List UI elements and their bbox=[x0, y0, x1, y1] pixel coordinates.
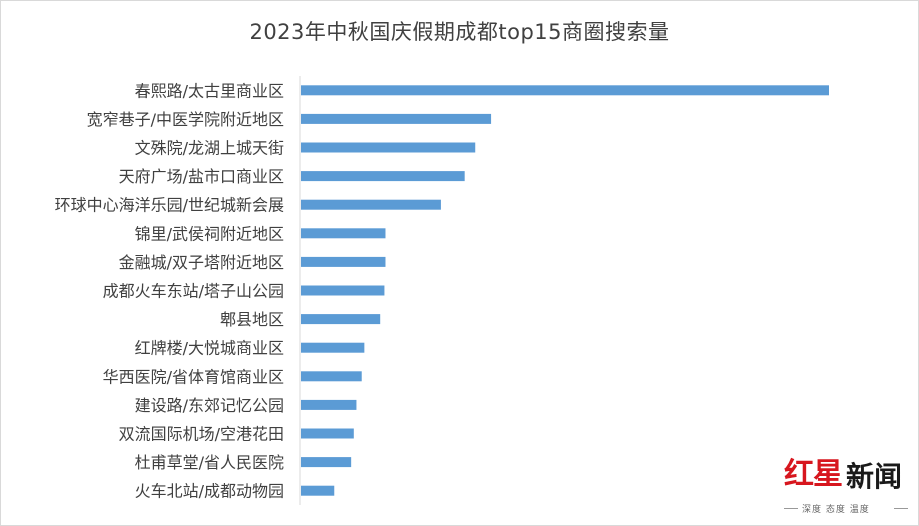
bar bbox=[301, 199, 441, 210]
chart-title: 2023年中秋国庆假期成都top15商圈搜索量 bbox=[249, 20, 670, 44]
category-label: 环球中心海洋乐园/世纪城新会展 bbox=[55, 196, 284, 215]
category-label: 火车北站/成都动物园 bbox=[135, 482, 284, 501]
category-label: 杜甫草堂/省人民医院 bbox=[135, 453, 284, 472]
watermark-brand-black: 新闻 bbox=[846, 460, 903, 493]
category-label: 文殊院/龙湖上城天街 bbox=[135, 139, 284, 158]
category-label: 宽窄巷子/中医学院附近地区 bbox=[87, 110, 284, 129]
bar bbox=[301, 256, 386, 267]
bar bbox=[301, 142, 476, 153]
bar bbox=[301, 399, 357, 410]
bar bbox=[301, 428, 354, 439]
bar bbox=[301, 285, 385, 296]
bar bbox=[301, 342, 365, 353]
watermark-rule-left bbox=[784, 508, 798, 509]
bars bbox=[301, 85, 829, 496]
category-label: 双流国际机场/空港花田 bbox=[119, 425, 284, 444]
category-label: 成都火车东站/塔子山公园 bbox=[103, 282, 284, 301]
bar bbox=[301, 171, 465, 182]
category-label: 建设路/东郊记忆公园 bbox=[135, 396, 284, 415]
category-label: 金融城/双子塔附近地区 bbox=[119, 253, 284, 272]
watermark-rule-right bbox=[894, 508, 908, 509]
category-label: 郫县地区 bbox=[220, 310, 284, 329]
bar bbox=[301, 457, 352, 468]
watermark-brand-red: 红星 bbox=[784, 457, 843, 492]
category-label: 锦里/武侯祠附近地区 bbox=[135, 224, 284, 243]
bar bbox=[301, 314, 381, 325]
category-label: 红牌楼/大悦城商业区 bbox=[135, 339, 284, 358]
category-label: 天府广场/盐市口商业区 bbox=[119, 167, 284, 186]
bar bbox=[301, 371, 362, 382]
bar bbox=[301, 113, 492, 124]
watermark-tagline: 深度 态度 温度 bbox=[802, 505, 870, 515]
bar bbox=[301, 228, 386, 239]
category-label: 春熙路/太古里商业区 bbox=[135, 81, 284, 100]
category-labels: 春熙路/太古里商业区宽窄巷子/中医学院附近地区文殊院/龙湖上城天街天府广场/盐市… bbox=[55, 81, 284, 500]
bar bbox=[301, 85, 829, 96]
watermark-logo: 红星 新闻 深度 态度 温度 bbox=[784, 458, 914, 522]
category-label: 华西医院/省体育馆商业区 bbox=[103, 367, 284, 386]
bar bbox=[301, 485, 335, 496]
